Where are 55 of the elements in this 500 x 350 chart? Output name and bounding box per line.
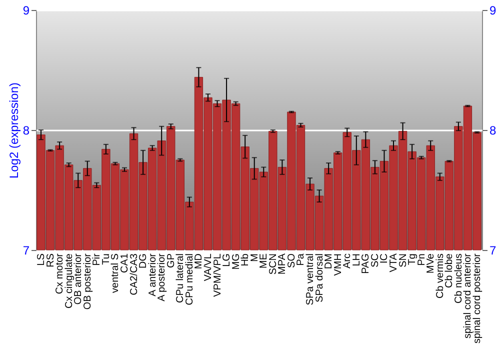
x-tick-label: SPa ventral bbox=[305, 254, 316, 306]
x-tick-label: SC bbox=[370, 254, 381, 268]
x-tick-label: CPu lateral bbox=[175, 254, 186, 303]
x-tick-label: SCN bbox=[268, 254, 279, 275]
x-tick-label: VMH bbox=[332, 254, 344, 276]
x-tick-label: SPa dorsal bbox=[314, 254, 326, 302]
x-tick-label: Tg bbox=[407, 254, 418, 266]
y2-tick-label: 7 bbox=[490, 244, 496, 258]
x-tick-label: Pn bbox=[416, 254, 428, 266]
x-tick-label: PAG bbox=[360, 253, 372, 274]
x-tick-label: A anterior bbox=[147, 252, 158, 296]
x-tick-label: CA2/CA3 bbox=[128, 253, 140, 296]
y2-tick-label: 9 bbox=[490, 4, 496, 18]
x-tick-label: CPu medial bbox=[184, 254, 196, 306]
x-tick-label: A posterior bbox=[156, 252, 168, 302]
x-tick-label: Cb lobe bbox=[444, 253, 456, 288]
x-tick-label: OB anterior bbox=[73, 252, 84, 305]
x-tick-label: Cb vermis bbox=[434, 254, 446, 299]
y-tick-label: 9 bbox=[22, 4, 30, 18]
x-tick-label: Pir bbox=[92, 252, 103, 266]
x-tick-label: MG bbox=[230, 253, 242, 270]
x-tick-label: MPA bbox=[277, 253, 288, 274]
x-tick-label: LH bbox=[351, 254, 362, 266]
x-tick-label: LG bbox=[222, 253, 233, 267]
x-tick-label: Tu bbox=[100, 254, 112, 265]
y2-tick-label: 8 bbox=[490, 124, 496, 138]
x-tick-label: CA1 bbox=[119, 253, 130, 273]
x-tick-label: SN bbox=[398, 254, 409, 268]
x-tick-label: MVe bbox=[426, 253, 437, 274]
x-tick-label: OB posterior bbox=[82, 252, 94, 310]
x-tick-label: LS bbox=[36, 253, 48, 266]
x-tick-label: VTA bbox=[388, 253, 400, 272]
y-tick-label: 8 bbox=[22, 124, 30, 138]
x-tick-label: MD bbox=[194, 254, 205, 270]
x-tick-label: DM bbox=[324, 254, 335, 270]
x-tick-label: M bbox=[249, 254, 260, 262]
x-tick-label: ME bbox=[258, 253, 270, 268]
x-tick-label: spinal cord anterior bbox=[462, 252, 474, 339]
x-tick-label: Pa bbox=[296, 253, 307, 266]
x-tick-label: Arc bbox=[342, 254, 354, 268]
y-tick-label: 7 bbox=[22, 244, 30, 258]
y-axis-title: Log2 (expression) bbox=[6, 82, 21, 179]
x-tick-label: SO bbox=[286, 253, 298, 268]
x-tick-label: DG bbox=[138, 253, 150, 268]
x-tick-label: GP bbox=[166, 253, 177, 268]
x-tick-label: spinal cord posterior bbox=[472, 252, 483, 344]
x-tick-label: VA/VL bbox=[202, 253, 214, 282]
x-tick-label: Cb nucleus bbox=[453, 254, 464, 304]
x-tick-label: ventral S bbox=[110, 253, 122, 293]
x-tick-label: IC bbox=[379, 254, 390, 264]
x-tick-label: RS bbox=[45, 253, 56, 268]
x-tick-label: VPM/VPL bbox=[212, 253, 224, 297]
x-tick-label: Cx motor bbox=[54, 252, 66, 294]
x-tick-label: Hb bbox=[240, 253, 252, 266]
x-tick-label: Cx cingulate bbox=[64, 253, 75, 309]
